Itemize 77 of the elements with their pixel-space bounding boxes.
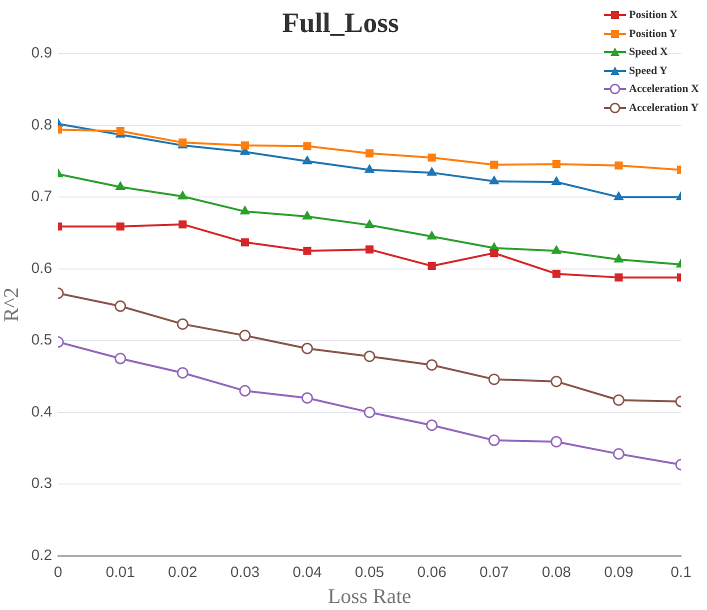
y-tick-label: 0.7 [31, 188, 52, 206]
y-tick-label: 0.4 [31, 403, 52, 420]
point [303, 246, 312, 255]
point [550, 376, 562, 388]
chart-title: Full_Loss [282, 8, 399, 40]
y-tick-label: 0.3 [31, 475, 52, 492]
point [365, 149, 374, 158]
point [176, 318, 188, 330]
x-tick-label: 0.07 [480, 564, 509, 581]
point [550, 436, 562, 448]
x-tick-label: 0.1 [670, 564, 692, 581]
point [426, 231, 437, 240]
point [301, 392, 313, 404]
point [426, 167, 437, 176]
point [303, 142, 312, 150]
point [178, 190, 188, 200]
x-tick-label: 0.01 [106, 564, 135, 581]
point [178, 220, 187, 228]
legend-label: Acceleration X [629, 83, 699, 96]
point [240, 206, 250, 214]
point [614, 192, 624, 200]
point [552, 160, 560, 168]
y-tick-label: 0.5 [31, 332, 52, 349]
legend-label: Position Y [629, 28, 678, 40]
point [240, 238, 249, 246]
x-tick-label: 0.09 [604, 564, 634, 581]
point [240, 141, 249, 150]
x-tick-label: 0.08 [542, 564, 572, 581]
legend-label: Speed X [629, 46, 668, 58]
point [426, 359, 438, 371]
point [488, 374, 500, 386]
point [612, 394, 624, 406]
x-tick-label: 0 [54, 564, 62, 581]
y-tick-label: 0.9 [31, 44, 52, 62]
point [552, 176, 562, 186]
legend-label: Position X [629, 9, 678, 22]
point [490, 160, 498, 169]
point [552, 245, 562, 254]
point [490, 249, 498, 258]
point [302, 210, 312, 220]
point [114, 352, 126, 364]
point [302, 156, 312, 164]
point [176, 367, 188, 379]
point [364, 220, 374, 228]
point [612, 448, 624, 460]
point [116, 222, 124, 231]
point [239, 385, 251, 397]
x-tick-label: 0.03 [230, 564, 260, 581]
point [488, 434, 500, 446]
point [552, 270, 560, 278]
y-tick-label: 0.8 [31, 116, 52, 134]
legend-label: Speed Y [629, 64, 668, 77]
point [614, 254, 624, 262]
point [116, 182, 126, 190]
x-tick-label: 0.05 [354, 564, 384, 581]
point [489, 176, 499, 184]
point [116, 127, 124, 136]
point [114, 300, 126, 312]
y-tick-label: 0.2 [31, 546, 52, 564]
x-axis-title: Loss Rate [328, 584, 412, 608]
x-tick-label: 0.04 [292, 564, 322, 581]
point [428, 154, 436, 162]
point [364, 406, 376, 418]
point [301, 342, 313, 354]
y-tick-label: 0.6 [31, 260, 52, 277]
point [614, 273, 623, 282]
legend-label: Acceleration Y [629, 102, 699, 114]
point [239, 330, 251, 342]
point [364, 350, 376, 362]
point [428, 262, 436, 270]
y-axis-title: R^2 [0, 288, 24, 322]
point [426, 419, 438, 431]
x-tick-label: 0.02 [168, 564, 198, 581]
point [365, 245, 374, 254]
point [364, 164, 374, 173]
point [614, 161, 623, 170]
x-tick-label: 0.06 [417, 564, 446, 581]
